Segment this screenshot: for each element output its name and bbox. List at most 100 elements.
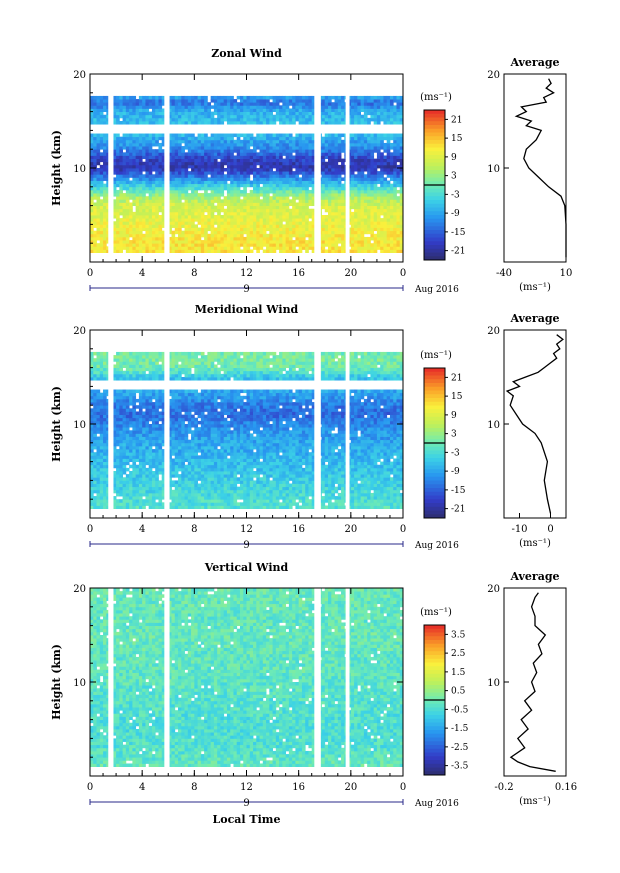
heatmap-cell bbox=[321, 230, 326, 235]
heatmap-cell bbox=[168, 149, 172, 153]
heatmap-cell bbox=[178, 142, 182, 147]
heatmap-cell bbox=[161, 193, 166, 197]
heatmap-cell bbox=[246, 99, 251, 103]
heatmap-cell bbox=[396, 208, 401, 213]
heatmap-cell bbox=[207, 249, 212, 253]
heatmap-cell bbox=[399, 158, 404, 163]
heatmap-cell bbox=[171, 111, 176, 116]
heatmap-cell bbox=[213, 227, 218, 232]
heatmap-cell bbox=[158, 505, 163, 509]
heatmap-cell bbox=[93, 221, 97, 225]
heatmap-cell bbox=[354, 227, 358, 232]
heatmap-cell bbox=[341, 121, 345, 125]
heatmap-cell bbox=[161, 502, 166, 506]
heatmap-cell bbox=[90, 230, 94, 235]
heatmap-cell bbox=[155, 199, 159, 203]
heatmap-cell bbox=[158, 102, 163, 106]
heatmap-cell bbox=[204, 492, 208, 497]
heatmap-cell bbox=[207, 505, 212, 509]
heatmap-cell bbox=[168, 246, 172, 250]
heatmap-cell bbox=[367, 183, 371, 188]
heatmap-cell bbox=[187, 146, 192, 150]
heatmap-cell bbox=[138, 102, 143, 106]
heatmap-cell bbox=[357, 171, 362, 175]
heatmap-cell bbox=[217, 211, 221, 216]
heatmap-cell bbox=[266, 105, 270, 109]
heatmap-cell bbox=[197, 102, 202, 106]
heatmap-cell bbox=[174, 505, 179, 509]
heatmap-cell bbox=[363, 196, 368, 200]
heatmap-cell bbox=[197, 208, 202, 213]
heatmap-cell bbox=[178, 117, 182, 122]
heatmap-cell bbox=[376, 146, 381, 150]
heatmap-cell bbox=[217, 243, 221, 247]
heatmap-cell bbox=[396, 121, 401, 125]
heatmap-cell bbox=[181, 249, 185, 253]
heatmap-cell bbox=[386, 114, 391, 119]
heatmap-cell bbox=[324, 164, 329, 169]
heatmap-cell bbox=[399, 492, 404, 497]
heatmap-cell bbox=[135, 105, 140, 109]
heatmap-cell bbox=[96, 171, 101, 175]
heatmap-cell bbox=[275, 142, 280, 147]
colorbar-segment bbox=[424, 188, 445, 193]
heatmap-cell bbox=[223, 133, 228, 138]
heatmap-cell bbox=[178, 218, 182, 222]
heatmap-cell bbox=[380, 111, 384, 116]
heatmap-cell bbox=[256, 146, 260, 150]
heatmap-cell bbox=[305, 249, 309, 253]
heatmap-cell bbox=[174, 114, 179, 119]
heatmap-cell bbox=[357, 211, 362, 216]
heatmap-cell bbox=[239, 496, 244, 500]
heatmap-cell bbox=[171, 196, 176, 200]
heatmap-cell bbox=[246, 158, 251, 163]
heatmap-cell bbox=[230, 243, 234, 247]
heatmap-cell bbox=[321, 174, 326, 178]
panel-title: Meridional Wind bbox=[195, 303, 299, 316]
heatmap-cell bbox=[207, 158, 212, 163]
heatmap-cell bbox=[321, 193, 326, 197]
heatmap-cell bbox=[122, 505, 127, 509]
heatmap-cell bbox=[197, 177, 202, 181]
heatmap-cell bbox=[145, 139, 150, 144]
heatmap-cell bbox=[266, 180, 270, 185]
heatmap-cell bbox=[376, 211, 381, 216]
heatmap-cell bbox=[350, 95, 355, 100]
heatmap-cell bbox=[116, 177, 120, 181]
heatmap-cell bbox=[321, 183, 326, 188]
heatmap-cell bbox=[184, 196, 189, 200]
heatmap-cell bbox=[272, 221, 277, 225]
heatmap-cell bbox=[399, 205, 404, 210]
heatmap-cell bbox=[93, 489, 97, 494]
heatmap-cell bbox=[243, 105, 247, 109]
heatmap-cell bbox=[191, 215, 195, 219]
heatmap-cell bbox=[129, 149, 133, 153]
heatmap-cell bbox=[103, 99, 107, 103]
heatmap-cell bbox=[138, 158, 143, 163]
heatmap-cell bbox=[396, 168, 401, 172]
heatmap-cell bbox=[334, 218, 339, 222]
heatmap-cell bbox=[93, 142, 97, 147]
heatmap-cell bbox=[125, 492, 130, 497]
heatmap-cell bbox=[119, 99, 123, 103]
heatmap-cell bbox=[207, 502, 212, 506]
heatmap-cell bbox=[197, 99, 202, 103]
heatmap-cell bbox=[151, 177, 156, 181]
heatmap-cell bbox=[145, 152, 150, 156]
heatmap-cell bbox=[373, 211, 378, 216]
heatmap-cell bbox=[334, 146, 339, 150]
heatmap-cell bbox=[331, 168, 335, 172]
heatmap-cell bbox=[119, 102, 123, 106]
heatmap-cell bbox=[367, 215, 371, 219]
heatmap-cell bbox=[148, 139, 153, 144]
heatmap-cell bbox=[321, 146, 326, 150]
heatmap-cell bbox=[246, 177, 251, 181]
heatmap-cell bbox=[243, 142, 247, 147]
heatmap-cell bbox=[236, 111, 241, 116]
heatmap-cell bbox=[253, 205, 257, 210]
heatmap-cell bbox=[357, 218, 362, 222]
heatmap-cell bbox=[233, 189, 238, 194]
heatmap-cell bbox=[204, 177, 208, 181]
heatmap-cell bbox=[135, 208, 140, 213]
heatmap-cell bbox=[396, 224, 401, 228]
